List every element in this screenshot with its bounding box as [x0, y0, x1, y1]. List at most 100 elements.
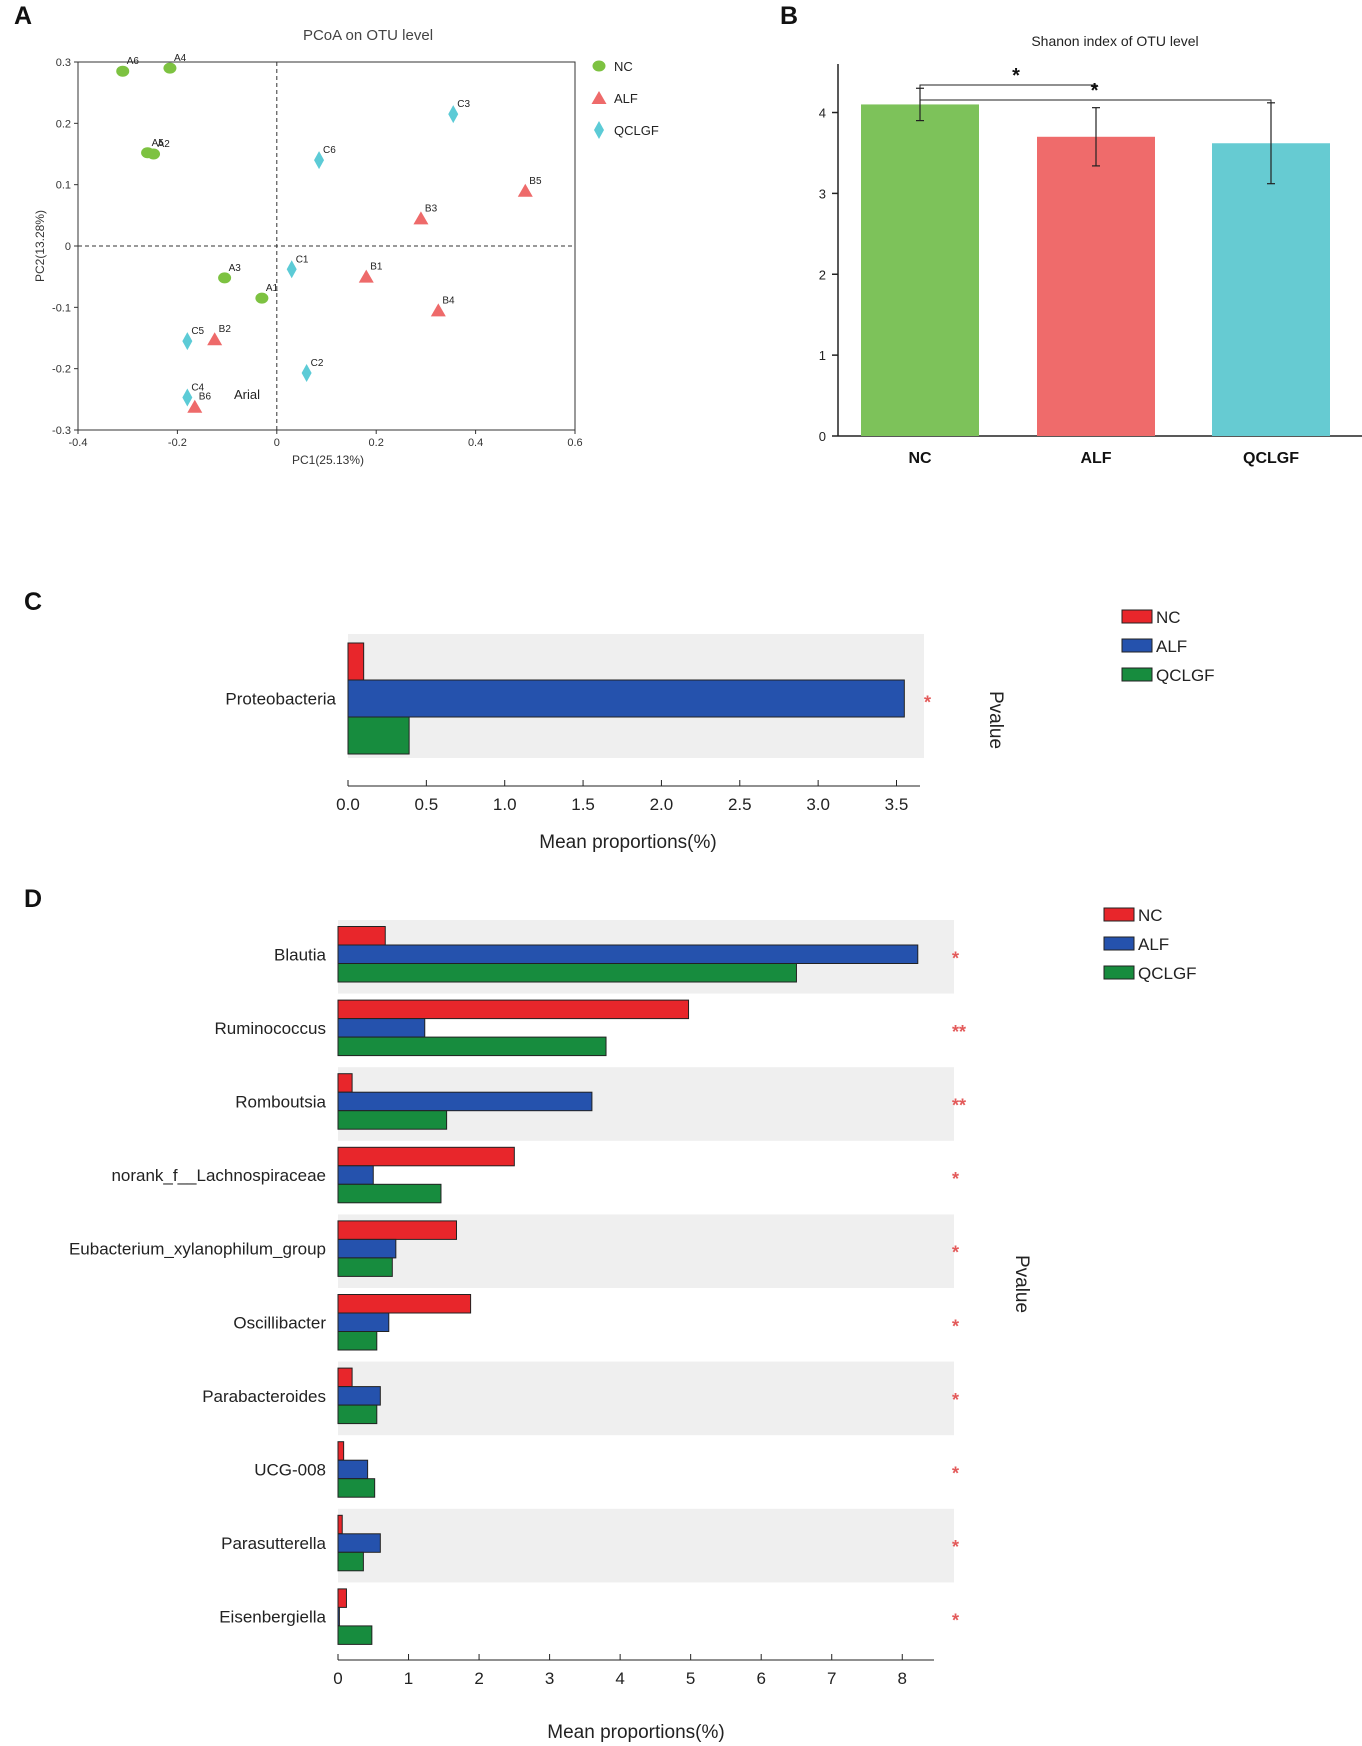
genus-bar [337, 1146, 515, 1167]
pcoa-legend-swatch [591, 91, 607, 104]
pcoa-point-label: A4 [174, 53, 187, 64]
pcoa-y-axis-label: PC2(13.28%) [33, 210, 47, 282]
genus-x-tick-label: 5 [686, 1669, 695, 1688]
shannon-y-tick-label: 0 [819, 429, 826, 444]
genus-x-tick-label: 7 [827, 1669, 836, 1688]
genus-panel: Blautia *Ruminococcus **Romboutsia **norank… [69, 906, 1197, 1743]
pcoa-point-label: C4 [191, 382, 204, 393]
genus-bar [337, 1386, 381, 1406]
genus-bar [337, 1588, 347, 1608]
shannon-significance-bracket [919, 99, 1272, 105]
pcoa-y-tick-label: -0.2 [52, 364, 71, 376]
pcoa-point-label: C6 [323, 145, 336, 156]
pcoa-legend-label: ALF [614, 91, 638, 106]
genus-bar [337, 1073, 353, 1093]
pcoa-x-tick-label: 0.6 [567, 437, 582, 449]
pcoa-point-label: A6 [127, 56, 140, 67]
genus-x-axis-label: Mean proportions(%) [547, 1722, 724, 1743]
pcoa-point [448, 105, 459, 124]
phylum-legend-label: QCLGF [1156, 666, 1215, 685]
pcoa-point-label: C2 [311, 358, 324, 369]
genus-bar [337, 1257, 393, 1277]
pcoa-point [207, 332, 223, 346]
genus-legend-swatch [1103, 965, 1135, 980]
genus-bar [337, 1625, 373, 1645]
phylum-x-tick-label: 2.5 [728, 795, 752, 814]
pcoa-legend-label: NC [614, 59, 633, 74]
genus-bar [337, 1606, 340, 1627]
pcoa-point [182, 388, 193, 407]
genus-pvalue-mark: * [952, 1169, 959, 1189]
panel-label-c: C [24, 588, 42, 616]
phylum-x-axis-label: Mean proportions(%) [539, 832, 716, 853]
pcoa-panel: PCoA on OTU level -0.4 -0.2 0 0.2 0.4 0.6 0.3 0… [33, 27, 659, 467]
shannon-significance-star: * [1091, 80, 1099, 102]
pcoa-point [187, 399, 203, 413]
pcoa-x-tick-label: 0.2 [369, 437, 384, 449]
genus-bar [337, 1514, 343, 1535]
pcoa-point-label: A2 [158, 139, 171, 150]
pcoa-legend-swatch [594, 121, 604, 139]
pcoa-point [116, 65, 130, 77]
pcoa-point-label: C5 [191, 326, 204, 337]
pcoa-y-tick-label: -0.3 [52, 425, 71, 437]
pcoa-point-label: A3 [229, 263, 242, 274]
pcoa-point [301, 363, 312, 382]
genus-pvalue-mark: * [952, 1390, 959, 1410]
pcoa-point [182, 332, 193, 351]
genus-x-tick-label: 2 [474, 1669, 483, 1688]
genus-category-label: Parasutterella [221, 1534, 326, 1553]
genus-x-tick-label: 4 [615, 1669, 624, 1688]
genus-pvalue-mark: * [952, 1463, 959, 1483]
phylum-x-tick-label: 1.5 [571, 795, 595, 814]
phylum-bar [347, 679, 905, 718]
genus-category-label: UCG-008 [254, 1460, 326, 1479]
genus-x-tick-label: 1 [404, 1669, 413, 1688]
phylum-pvalue-label: Pvalue [985, 691, 1006, 749]
pcoa-annotation: Arial [234, 387, 260, 402]
pcoa-y-tick-label: 0.3 [56, 57, 71, 69]
genus-bar [337, 1036, 607, 1057]
genus-bar [337, 1404, 378, 1425]
genus-category-label: Eubacterium_xylanophilum_group [69, 1240, 326, 1259]
genus-legend-swatch [1103, 936, 1135, 951]
shannon-title: Shanon index of OTU level [1031, 33, 1198, 49]
phylum-legend-swatch [1121, 667, 1153, 682]
genus-category-label: norank_f__Lachnospiraceae [111, 1166, 326, 1185]
phylum-x-tick-label: 1.0 [493, 795, 517, 814]
shannon-y-tick-label: 1 [819, 348, 826, 363]
genus-bar [337, 1091, 593, 1112]
pcoa-y-tick-label: -0.1 [52, 302, 71, 314]
shannon-significance-star: * [1012, 65, 1020, 87]
genus-legend-label: ALF [1138, 935, 1169, 954]
genus-category-label: Blautia [274, 945, 327, 964]
pcoa-x-tick-label: 0.4 [468, 437, 483, 449]
shannon-y-tick-label: 2 [819, 267, 826, 282]
genus-pvalue-mark: * [952, 1611, 959, 1631]
shannon-category-label: ALF [1080, 450, 1111, 467]
phylum-x-tick-label: 0.5 [415, 795, 439, 814]
phylum-legend-label: ALF [1156, 637, 1187, 656]
genus-category-label: Parabacteroides [202, 1387, 326, 1406]
shannon-y-tick-label: 3 [819, 186, 826, 201]
genus-bar [337, 926, 386, 946]
genus-pvalue-mark: * [952, 948, 959, 968]
genus-pvalue-mark: ** [952, 1095, 966, 1115]
shannon-y-tick-label: 4 [819, 106, 826, 121]
genus-pvalue-mark: ** [952, 1022, 966, 1042]
shannon-panel: Shanon index of OTU level 0 1 2 3 4 NC ALF QCL… [819, 33, 1362, 467]
phylum-legend-swatch [1121, 609, 1153, 624]
pcoa-x-tick-label: -0.2 [168, 437, 187, 449]
pcoa-point-label: B6 [199, 392, 212, 403]
genus-bar [337, 1367, 353, 1388]
phylum-legend: NC ALF QCLGF [1121, 608, 1215, 685]
pcoa-title: PCoA on OTU level [303, 27, 433, 44]
pcoa-point-label: A1 [266, 283, 279, 294]
pcoa-legend-label: QCLGF [614, 123, 659, 138]
genus-pvalue-mark: * [952, 1243, 959, 1263]
pcoa-point-label: B2 [219, 324, 232, 335]
genus-legend: NC ALF QCLGF [1103, 906, 1197, 983]
genus-bar [337, 1331, 378, 1351]
genus-category-label: Oscillibacter [233, 1313, 326, 1332]
